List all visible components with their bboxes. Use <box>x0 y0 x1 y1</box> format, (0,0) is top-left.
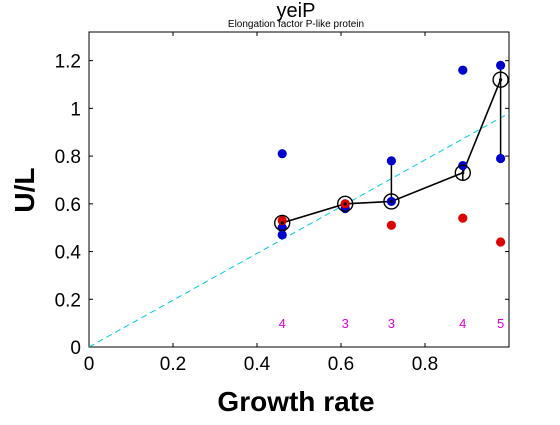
mean-marker <box>274 214 291 232</box>
red-data-point <box>277 215 287 226</box>
y-tick-label: 1 <box>70 99 81 120</box>
red-data-point <box>386 220 396 230</box>
chart-subtitle: Elongation factor P-like protein <box>228 19 364 30</box>
mean-marker <box>383 193 400 210</box>
mean-marker <box>492 71 509 88</box>
count-label: 5 <box>497 316 504 331</box>
count-label: 3 <box>342 316 349 331</box>
y-tick-label: 0.8 <box>55 147 81 168</box>
count-label: 4 <box>459 316 466 331</box>
count-label: 3 <box>388 316 395 331</box>
y-axis-label: U/L <box>9 167 40 212</box>
y-tick-label: 1.2 <box>55 52 81 73</box>
y-tick-label: 0 <box>70 338 81 359</box>
red-data-point <box>496 237 506 247</box>
blue-data-point <box>496 153 506 164</box>
x-axis-label: Growth rate <box>217 386 374 417</box>
x-tick-label: 0.6 <box>328 354 354 375</box>
mean-marker-center <box>389 199 393 204</box>
blue-data-point <box>277 230 287 240</box>
fit-line <box>89 112 509 347</box>
blue-data-point <box>386 156 396 166</box>
blue-data-point <box>496 60 506 71</box>
mean-marker-center <box>499 78 503 82</box>
plot-area: 0 0.2 0.4 0.6 0.8 0 0.2 0.4 0.6 0.8 1 1.2 4 3 3 4 5 <box>55 31 510 375</box>
count-label: 4 <box>279 316 286 331</box>
y-tick-label: 0.4 <box>55 243 82 264</box>
mean-marker-center <box>461 171 465 175</box>
red-data-point <box>458 213 468 223</box>
x-tick-label: 0 <box>84 354 95 375</box>
mean-marker-center <box>280 221 284 225</box>
plot-frame <box>88 31 510 348</box>
mean-marker-center <box>343 202 347 206</box>
blue-data-point <box>458 65 468 75</box>
mean-marker <box>454 164 471 181</box>
x-tick-label: 0.2 <box>160 354 186 375</box>
chart-title: yeiP <box>277 0 316 22</box>
mean-marker <box>337 195 354 213</box>
y-tick-label: 0.6 <box>55 195 81 216</box>
y-tick-label: 0.2 <box>55 290 81 311</box>
x-tick-label: 0.8 <box>412 354 438 375</box>
x-tick-label: 0.4 <box>244 354 271 375</box>
blue-data-point <box>277 149 287 159</box>
